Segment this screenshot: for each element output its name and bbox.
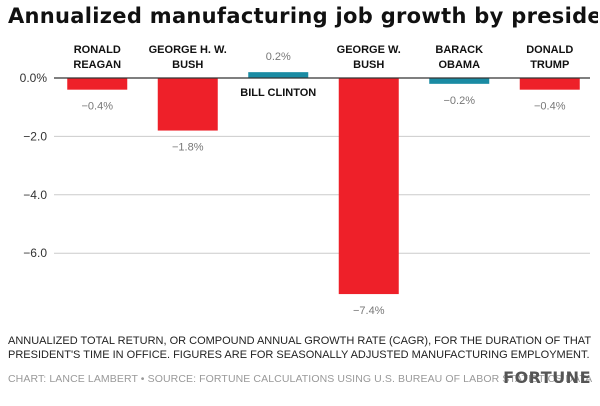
- bar: [157, 78, 218, 131]
- category-label: BUSH: [172, 59, 203, 71]
- category-label: GEORGE H. W.: [149, 44, 227, 56]
- chart-credit: CHART: LANCE LAMBERT • SOURCE: FORTUNE C…: [8, 373, 593, 385]
- category-label: BARACK: [435, 44, 483, 56]
- y-tick-label: −2.0: [23, 129, 47, 143]
- category-label: BUSH: [353, 59, 384, 71]
- bar: [429, 78, 490, 84]
- category-label: RONALD: [74, 44, 121, 56]
- bar: [248, 72, 309, 78]
- bar: [67, 78, 128, 90]
- category-label: DONALD: [526, 44, 573, 56]
- data-label: −0.2%: [444, 95, 476, 107]
- data-label: −7.4%: [353, 305, 385, 317]
- y-tick-label: −4.0: [23, 188, 47, 202]
- bar-chart: 0.0% −2.0 −4.0 −6.0 RONALD REAGAN −0.4% GEORGE …: [20, 44, 590, 317]
- data-label: 0.2%: [266, 51, 291, 63]
- y-tick-label: −6.0: [23, 246, 47, 260]
- chart-title: Annualized manufacturing job growth by p…: [8, 4, 598, 28]
- data-label: −0.4%: [82, 101, 114, 113]
- category-label: GEORGE W.: [337, 44, 401, 56]
- y-tick-label: 0.0%: [20, 71, 48, 85]
- bar: [338, 78, 399, 295]
- category-label: BILL CLINTON: [240, 87, 316, 99]
- chart-note: ANNUALIZED TOTAL RETURN, OR COMPOUND ANN…: [8, 335, 591, 361]
- fortune-logo: FORTUNE: [503, 368, 591, 387]
- bar: [519, 78, 580, 90]
- category-label: TRUMP: [530, 59, 569, 71]
- data-label: −0.4%: [534, 101, 566, 113]
- category-label: OBAMA: [438, 59, 480, 71]
- data-label: −1.8%: [172, 142, 204, 154]
- category-label: REAGAN: [73, 59, 121, 71]
